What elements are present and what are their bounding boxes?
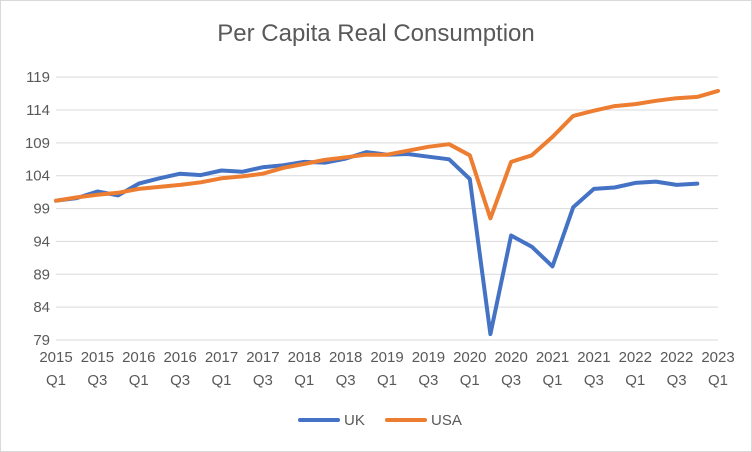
x-tick-label-quarter: Q1 [625, 372, 645, 389]
series-line-usa [54, 88, 720, 221]
x-tick-label-year: 2019 [412, 349, 445, 366]
legend-label-uk: UK [344, 412, 365, 429]
x-tick-label-quarter: Q3 [253, 372, 273, 389]
x-tick-label-year: 2016 [122, 349, 155, 366]
y-tick-label: 104 [25, 168, 50, 185]
x-tick-label-quarter: Q1 [211, 372, 231, 389]
y-tick-label: 89 [33, 266, 50, 283]
y-axis-ticks: 79 84 89 94 99 104 109 114 119 [25, 69, 50, 349]
x-axis-ticks: 2015 Q1 2015 Q3 2016 Q1 2016 Q3 2017 Q1 2017 Q3 2018… [39, 349, 734, 389]
x-tick-label-quarter: Q1 [129, 372, 149, 389]
x-tick-label-year: 2016 [163, 349, 196, 366]
x-tick-label-year: 2021 [577, 349, 610, 366]
x-tick-label-quarter: Q1 [294, 372, 314, 389]
x-tick-label-year: 2021 [536, 349, 569, 366]
x-tick-label-year: 2018 [329, 349, 362, 366]
x-tick-label-quarter: Q1 [542, 372, 562, 389]
x-tick-label-quarter: Q1 [708, 372, 728, 389]
x-tick-label-quarter: Q1 [460, 372, 480, 389]
y-tick-label: 109 [25, 135, 50, 152]
y-tick-label: 114 [26, 102, 50, 119]
x-tick-label-quarter: Q3 [667, 372, 687, 389]
gridlines [56, 76, 718, 341]
x-tick-label-quarter: Q3 [170, 372, 190, 389]
x-tick-label-quarter: Q3 [418, 372, 438, 389]
y-tick-label: 119 [26, 69, 50, 86]
x-tick-label-year: 2022 [619, 349, 652, 366]
x-tick-label-year: 2023 [701, 349, 734, 366]
chart-title: Per Capita Real Consumption [217, 20, 535, 47]
legend-label-usa: USA [431, 412, 462, 429]
y-tick-label: 99 [33, 201, 50, 218]
x-tick-label-year: 2022 [660, 349, 693, 366]
x-tick-label-quarter: Q3 [584, 372, 604, 389]
x-tick-label-quarter: Q3 [336, 372, 356, 389]
y-tick-label: 84 [33, 299, 50, 316]
x-tick-label-quarter: Q3 [501, 372, 521, 389]
x-tick-label-year: 2020 [453, 349, 486, 366]
x-tick-label-year: 2017 [205, 349, 238, 366]
x-tick-label-year: 2017 [246, 349, 279, 366]
x-tick-label-quarter: Q3 [87, 372, 107, 389]
y-tick-label: 94 [33, 233, 50, 250]
x-tick-label-quarter: Q1 [377, 372, 397, 389]
y-tick-label: 79 [33, 332, 50, 349]
series-lines [54, 88, 720, 337]
x-tick-label-year: 2020 [494, 349, 527, 366]
x-tick-label-year: 2015 [81, 349, 114, 366]
x-tick-label-year: 2019 [370, 349, 403, 366]
legend: UK USA [298, 412, 462, 429]
x-tick-label-year: 2018 [288, 349, 321, 366]
x-tick-label-quarter: Q1 [46, 372, 66, 389]
x-tick-label-year: 2015 [39, 349, 72, 366]
